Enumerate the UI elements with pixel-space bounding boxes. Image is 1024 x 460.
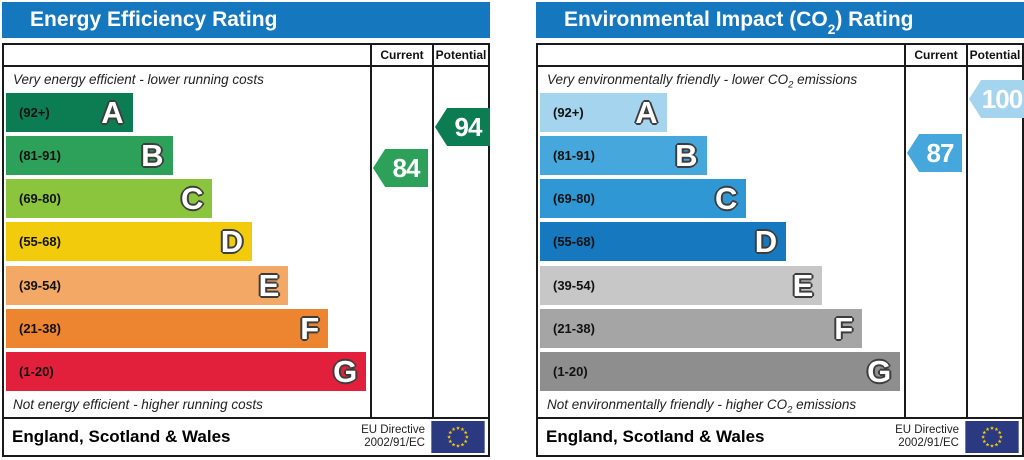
current-score-arrow: 87 — [907, 134, 962, 172]
band-range-e: (39-54) — [553, 277, 595, 293]
band-range-b: (81-91) — [553, 148, 595, 164]
band-range-c: (69-80) — [19, 191, 61, 207]
band-range-e: (39-54) — [19, 277, 61, 293]
band-letter-c: C — [180, 181, 204, 217]
potential-score-arrow: 94 — [435, 108, 490, 146]
current-score-column: 84 — [370, 67, 432, 417]
band-bar-c: (69-80) C — [540, 179, 747, 219]
band-range-a: (92+) — [553, 105, 584, 120]
band-bar-b: (81-91) B — [540, 136, 707, 176]
band-bar-b: (81-91) B — [6, 136, 173, 176]
band-letter-e: E — [258, 267, 280, 303]
band-bar-a: (92+) A — [540, 93, 667, 132]
chart-footer: England, Scotland & Wales EU Directive 20… — [538, 417, 1022, 455]
energy-efficiency-chart: Energy Efficiency Rating Current Potenti… — [2, 2, 490, 457]
band-letter-d: D — [754, 224, 778, 260]
band-row-b: (81-91) B — [6, 136, 368, 176]
current-column-header: Current — [904, 45, 966, 67]
band-row-a: (92+) A — [540, 93, 902, 132]
band-row-f: (21-38) F — [540, 308, 902, 348]
band-row-c: (69-80) C — [540, 179, 902, 219]
environmental-impact-table: Current Potential Very environmentally f… — [536, 43, 1024, 457]
band-row-g: (1-20) G — [6, 351, 368, 391]
band-bar-f: (21-38) F — [540, 308, 863, 348]
bottom-note: Not environmentally friendly - higher CO… — [547, 397, 857, 416]
current-column-header: Current — [370, 45, 432, 67]
potential-score-arrow: 100 — [969, 80, 1024, 118]
eu-flag-icon — [965, 421, 1019, 453]
potential-column-header: Potential — [432, 45, 488, 67]
band-bar-d: (55-68) D — [540, 222, 787, 262]
bottom-note: Not energy efficient - higher running co… — [13, 397, 263, 412]
energy-efficiency-table: Current Potential Very energy efficient … — [2, 43, 490, 457]
band-range-c: (69-80) — [553, 191, 595, 207]
band-letter-g: G — [333, 353, 358, 389]
eu-flag-icon — [431, 421, 485, 453]
band-range-f: (21-38) — [19, 320, 61, 336]
blank-header-cell — [4, 45, 370, 67]
band-letter-e: E — [792, 267, 814, 303]
band-range-d: (55-68) — [19, 234, 61, 250]
energy-bands: (92+) A (81-91) B (69-80) C (55-68) D (39-54… — [6, 92, 368, 393]
environmental-impact-title: Environmental Impact (CO2) Rating — [536, 2, 1024, 38]
band-letter-b: B — [675, 138, 698, 174]
band-bar-e: (39-54) E — [540, 265, 823, 305]
energy-band-area: Very energy efficient - lower running co… — [4, 67, 370, 417]
band-letter-c: C — [714, 181, 738, 217]
band-row-a: (92+) A — [6, 93, 368, 132]
chart-footer: England, Scotland & Wales EU Directive 20… — [4, 417, 488, 455]
band-range-g: (1-20) — [553, 363, 588, 379]
band-row-e: (39-54) E — [6, 265, 368, 305]
band-letter-f: F — [300, 310, 320, 346]
eu-directive-label: EU Directive 2002/91/EC — [361, 423, 425, 449]
band-bar-f: (21-38) F — [6, 308, 329, 348]
co2-band-area: Very environmentally friendly - lower CO… — [538, 67, 904, 417]
potential-score-column: 94 — [432, 67, 490, 417]
band-row-d: (55-68) D — [540, 222, 902, 262]
band-letter-f: F — [834, 310, 854, 346]
band-row-c: (69-80) C — [6, 179, 368, 219]
band-range-a: (92+) — [19, 105, 50, 120]
band-row-d: (55-68) D — [6, 222, 368, 262]
band-bar-c: (69-80) C — [6, 179, 213, 219]
current-score-arrow: 84 — [373, 149, 428, 187]
band-bar-g: (1-20) G — [540, 351, 901, 391]
top-note: Very environmentally friendly - lower CO… — [547, 72, 858, 91]
band-bar-g: (1-20) G — [6, 351, 367, 391]
environmental-impact-chart: Environmental Impact (CO2) Rating Curren… — [536, 2, 1024, 457]
region-label: England, Scotland & Wales — [546, 427, 765, 446]
band-range-d: (55-68) — [553, 234, 595, 250]
band-row-g: (1-20) G — [540, 351, 902, 391]
co2-bands: (92+) A (81-91) B (69-80) C (55-68) D (39-54… — [540, 92, 902, 393]
region-label: England, Scotland & Wales — [12, 427, 231, 446]
band-bar-a: (92+) A — [6, 93, 133, 132]
eu-directive-label: EU Directive 2002/91/EC — [895, 423, 959, 449]
band-letter-b: B — [141, 138, 164, 174]
band-row-f: (21-38) F — [6, 308, 368, 348]
band-row-b: (81-91) B — [540, 136, 902, 176]
band-letter-a: A — [101, 95, 124, 130]
band-letter-d: D — [220, 224, 244, 260]
band-row-e: (39-54) E — [540, 265, 902, 305]
band-range-b: (81-91) — [19, 148, 61, 164]
band-letter-a: A — [635, 95, 658, 130]
band-bar-d: (55-68) D — [6, 222, 253, 262]
blank-header-cell — [538, 45, 904, 67]
energy-efficiency-title: Energy Efficiency Rating — [2, 2, 490, 38]
band-range-g: (1-20) — [19, 363, 54, 379]
current-score-column: 87 — [904, 67, 966, 417]
band-letter-g: G — [867, 353, 892, 389]
top-note: Very energy efficient - lower running co… — [13, 72, 264, 87]
band-bar-e: (39-54) E — [6, 265, 289, 305]
potential-score-column: 100 — [966, 67, 1024, 417]
potential-column-header: Potential — [966, 45, 1022, 67]
band-range-f: (21-38) — [553, 320, 595, 336]
